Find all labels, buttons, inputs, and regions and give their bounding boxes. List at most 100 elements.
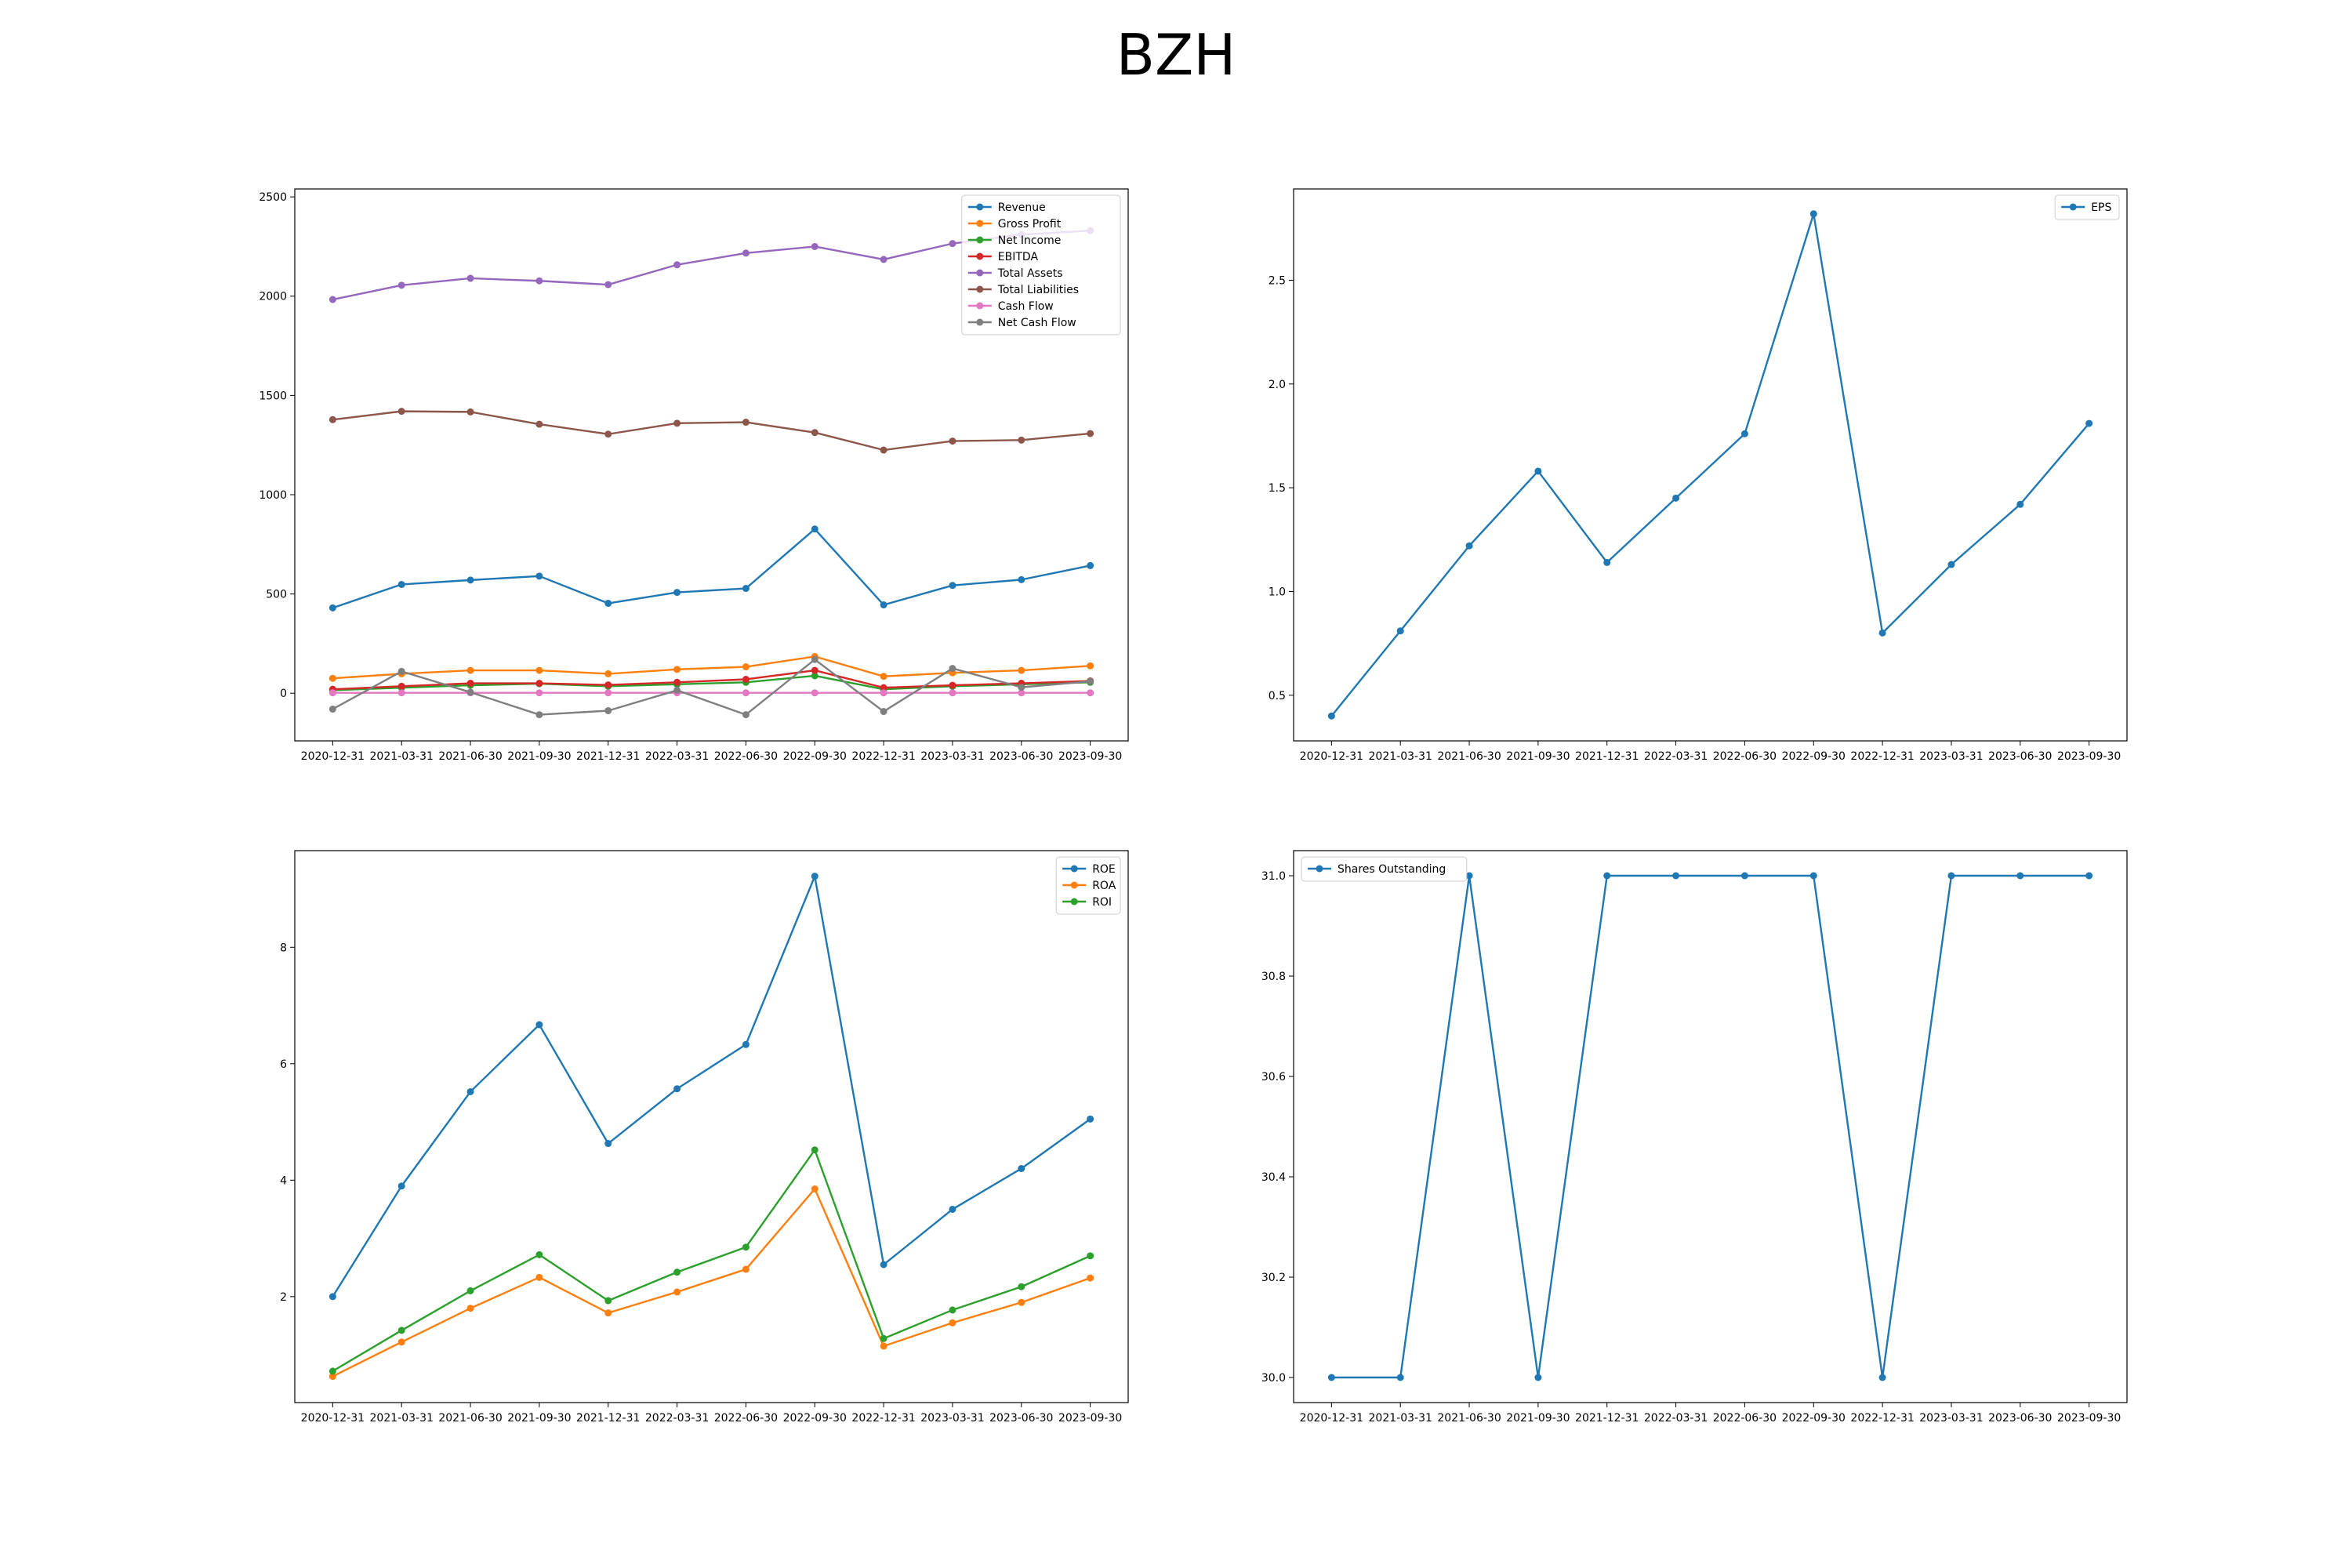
data-point-net-cash-flow xyxy=(397,667,405,675)
y-tick-label: 1000 xyxy=(259,489,287,502)
chart-panel-1: 2020-12-31 2021-03-31 2021-06-30 2021-09-30… xyxy=(259,188,1129,763)
data-point-net-cash-flow xyxy=(811,655,818,663)
series-line-ebitda xyxy=(332,669,1091,691)
data-point-eps xyxy=(2016,500,2024,508)
x-tick-label: 2021-06-30 xyxy=(438,750,502,763)
legend-label-roa: ROA xyxy=(1092,880,1116,892)
data-point-roe xyxy=(466,1087,474,1095)
data-point-shares-outstanding xyxy=(1672,872,1680,880)
x-tick-label: 2022-12-31 xyxy=(1850,750,1914,763)
y-tick-label: 1.5 xyxy=(1269,482,1286,495)
data-point-gross-profit xyxy=(742,663,750,671)
series-line-roe xyxy=(332,875,1091,1298)
x-tick-label: 2022-03-31 xyxy=(645,1412,709,1425)
data-point-roe xyxy=(397,1182,405,1190)
data-point-total-liabilities xyxy=(742,419,750,426)
data-point-ebitda xyxy=(742,675,750,683)
data-point-revenue xyxy=(604,600,612,608)
data-point-revenue xyxy=(535,572,543,580)
data-point-shares-outstanding xyxy=(1396,1374,1404,1381)
legend-label-total-assets: Total Assets xyxy=(997,267,1063,280)
data-point-roi xyxy=(880,1334,887,1342)
data-point-ebitda xyxy=(604,681,612,689)
data-point-roa xyxy=(535,1273,543,1281)
data-point-roe xyxy=(673,1085,681,1093)
data-point-eps xyxy=(1878,629,1886,637)
data-point-roa xyxy=(811,1185,818,1192)
data-point-gross-profit xyxy=(673,666,681,673)
figure-title: BZH xyxy=(1116,22,1236,88)
data-point-revenue xyxy=(673,589,681,597)
data-point-eps xyxy=(1740,430,1748,437)
legend-marker-shares-outstanding xyxy=(1316,865,1323,873)
x-tick-label: 2021-12-31 xyxy=(1575,1412,1639,1425)
data-point-ebitda xyxy=(466,680,474,688)
data-point-total-liabilities xyxy=(949,437,956,445)
legend-marker-roe xyxy=(1070,865,1078,873)
legend-marker-total-liabilities xyxy=(976,285,984,293)
legend-marker-gross-profit xyxy=(976,220,984,227)
x-tick-label: 2021-12-31 xyxy=(576,750,640,763)
data-point-cash-flow xyxy=(535,689,543,697)
y-tick-label: 8 xyxy=(280,942,287,954)
data-point-net-cash-flow xyxy=(949,665,956,673)
x-tick-label: 2022-03-31 xyxy=(645,750,709,763)
data-point-roe xyxy=(604,1140,612,1148)
y-tick-label: 0 xyxy=(280,688,287,700)
legend-box xyxy=(1301,856,1468,882)
x-tick-label: 2023-03-31 xyxy=(1919,1412,1983,1425)
data-point-total-assets xyxy=(466,274,474,282)
data-point-roi xyxy=(397,1327,405,1334)
data-point-net-cash-flow xyxy=(742,711,750,719)
x-tick-label: 2022-06-30 xyxy=(714,1412,778,1425)
data-point-roi xyxy=(949,1306,956,1314)
data-point-eps xyxy=(1327,712,1335,720)
data-point-gross-profit xyxy=(604,670,612,677)
x-tick-label: 2021-06-30 xyxy=(1437,750,1501,763)
data-point-roe xyxy=(742,1040,750,1048)
legend: ROE ROA ROI xyxy=(1055,856,1121,915)
data-point-roa xyxy=(397,1338,405,1346)
data-point-eps xyxy=(1947,561,1955,568)
data-point-ebitda xyxy=(673,678,681,686)
data-point-roa xyxy=(1018,1298,1025,1306)
legend-marker-ebitda xyxy=(976,252,984,260)
data-point-eps xyxy=(1534,467,1542,475)
x-tick-label: 2023-09-30 xyxy=(1058,1412,1122,1425)
data-point-cash-flow xyxy=(604,689,612,697)
data-point-shares-outstanding xyxy=(1465,872,1473,880)
x-tick-label: 2021-09-30 xyxy=(507,750,571,763)
data-point-ebitda xyxy=(535,680,543,688)
data-point-eps xyxy=(1396,627,1404,635)
data-point-shares-outstanding xyxy=(1603,872,1611,880)
x-tick-label: 2021-03-31 xyxy=(370,750,434,763)
x-tick-label: 2020-12-31 xyxy=(1300,750,1363,763)
legend-box xyxy=(2054,194,2120,220)
y-tick-label: 4 xyxy=(280,1174,287,1187)
legend-marker-eps xyxy=(2069,203,2077,211)
data-point-roe xyxy=(1018,1164,1025,1172)
data-point-gross-profit xyxy=(328,674,336,682)
data-point-total-liabilities xyxy=(397,408,405,416)
y-tick-label: 30.0 xyxy=(1261,1372,1286,1385)
data-point-net-cash-flow xyxy=(1087,677,1094,685)
data-point-revenue xyxy=(397,580,405,588)
data-point-revenue xyxy=(1018,575,1025,583)
data-point-roi xyxy=(328,1367,336,1375)
data-point-total-assets xyxy=(604,281,612,289)
chart-panel-4: 2020-12-31 2021-03-31 2021-06-30 2021-09-30… xyxy=(1261,850,2128,1425)
data-point-cash-flow xyxy=(811,689,818,697)
legend-marker-net-cash-flow xyxy=(976,318,984,326)
legend-marker-net-income xyxy=(976,236,984,244)
series-group xyxy=(328,873,1094,1381)
series-line-total-liabilities xyxy=(332,410,1091,452)
data-point-total-assets xyxy=(811,242,818,250)
series-line-roi xyxy=(332,1149,1091,1372)
plot-frame xyxy=(294,188,1129,742)
series-line-revenue xyxy=(332,528,1091,609)
x-tick-label: 2021-03-31 xyxy=(1369,1412,1432,1425)
data-point-shares-outstanding xyxy=(1947,872,1955,880)
x-tick-label: 2022-09-30 xyxy=(783,1412,847,1425)
data-point-revenue xyxy=(466,576,474,584)
data-point-roe xyxy=(1087,1115,1094,1123)
